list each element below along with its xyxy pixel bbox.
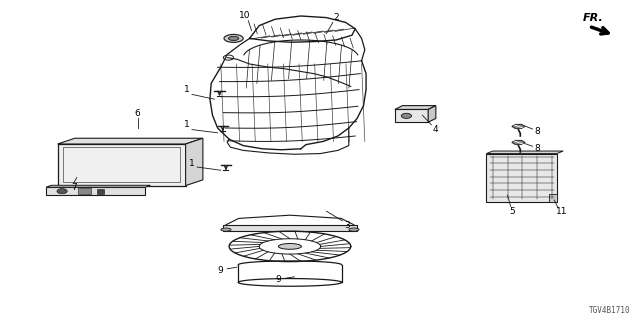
Polygon shape xyxy=(512,124,525,128)
Text: 9: 9 xyxy=(275,276,280,284)
Polygon shape xyxy=(428,106,436,122)
Bar xyxy=(486,154,557,202)
Ellipse shape xyxy=(228,36,239,40)
Ellipse shape xyxy=(224,34,243,42)
Polygon shape xyxy=(395,109,428,122)
Circle shape xyxy=(401,113,412,118)
Bar xyxy=(58,144,186,186)
Bar xyxy=(78,188,91,194)
Text: 5: 5 xyxy=(509,207,515,216)
Ellipse shape xyxy=(349,228,359,231)
Polygon shape xyxy=(223,225,357,231)
Text: 7: 7 xyxy=(71,183,76,192)
Text: 6: 6 xyxy=(135,109,140,118)
Polygon shape xyxy=(512,140,525,144)
Polygon shape xyxy=(486,151,563,154)
Text: 8: 8 xyxy=(535,144,540,153)
Text: 1: 1 xyxy=(184,85,189,94)
Text: 8: 8 xyxy=(535,127,540,136)
Text: 10: 10 xyxy=(239,12,250,20)
Text: 9: 9 xyxy=(218,266,223,275)
Text: 1: 1 xyxy=(184,120,189,129)
Polygon shape xyxy=(395,106,436,109)
Ellipse shape xyxy=(221,228,231,231)
Bar xyxy=(549,194,557,202)
Polygon shape xyxy=(46,187,145,195)
Polygon shape xyxy=(58,138,203,144)
Text: FR.: FR. xyxy=(582,13,603,23)
Ellipse shape xyxy=(278,244,301,249)
Text: 2: 2 xyxy=(333,13,339,22)
Bar xyxy=(97,189,104,194)
Text: 1: 1 xyxy=(189,159,195,168)
Bar xyxy=(63,147,180,182)
Circle shape xyxy=(57,188,67,194)
Text: 11: 11 xyxy=(556,207,568,216)
Polygon shape xyxy=(46,185,150,187)
Text: TGV4B1710: TGV4B1710 xyxy=(589,306,630,315)
Polygon shape xyxy=(186,138,203,186)
Text: 3: 3 xyxy=(344,221,349,230)
Text: 4: 4 xyxy=(433,125,438,134)
